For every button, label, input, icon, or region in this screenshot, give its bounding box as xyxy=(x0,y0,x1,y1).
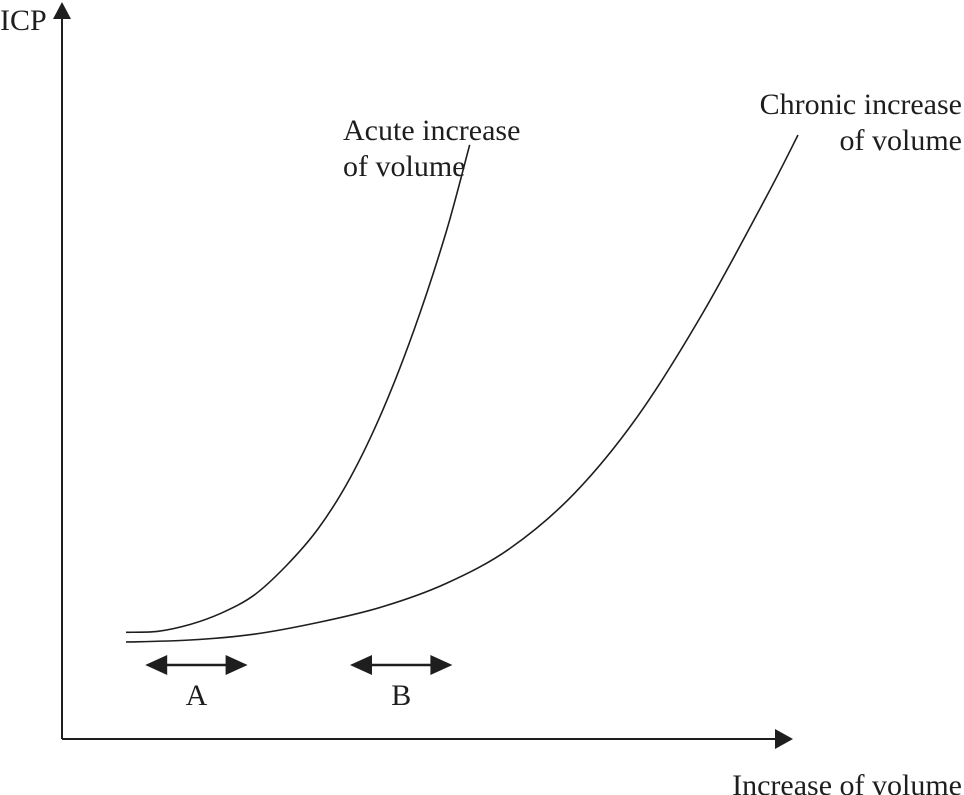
range-b: B xyxy=(350,655,453,712)
acute-curve-label-line-2: of volume xyxy=(343,150,465,183)
chronic-increase-curve xyxy=(125,134,799,643)
ranges-layer: A B xyxy=(145,655,453,712)
x-axis-label: Increase of volume xyxy=(732,769,962,795)
range-a: A xyxy=(145,655,248,712)
range-b-label: B xyxy=(391,679,411,712)
range-a-right-arrowhead xyxy=(225,655,248,675)
x-axis-arrowhead xyxy=(775,729,793,749)
y-axis-label: ICP xyxy=(0,4,47,37)
range-b-right-arrowhead xyxy=(430,655,453,675)
range-a-left-arrowhead xyxy=(145,655,168,675)
chronic-curve-label-line-1: Chronic increase xyxy=(760,88,962,121)
chronic-curve-label-line-2: of volume xyxy=(840,124,962,157)
series-layer: Acute increase of volume Chronic increas… xyxy=(125,88,962,643)
acute-increase-curve xyxy=(125,144,471,634)
acute-curve-label-line-1: Acute increase xyxy=(343,114,520,147)
range-a-label: A xyxy=(186,679,208,712)
range-b-left-arrowhead xyxy=(350,655,372,675)
y-axis-arrowhead xyxy=(53,2,71,19)
